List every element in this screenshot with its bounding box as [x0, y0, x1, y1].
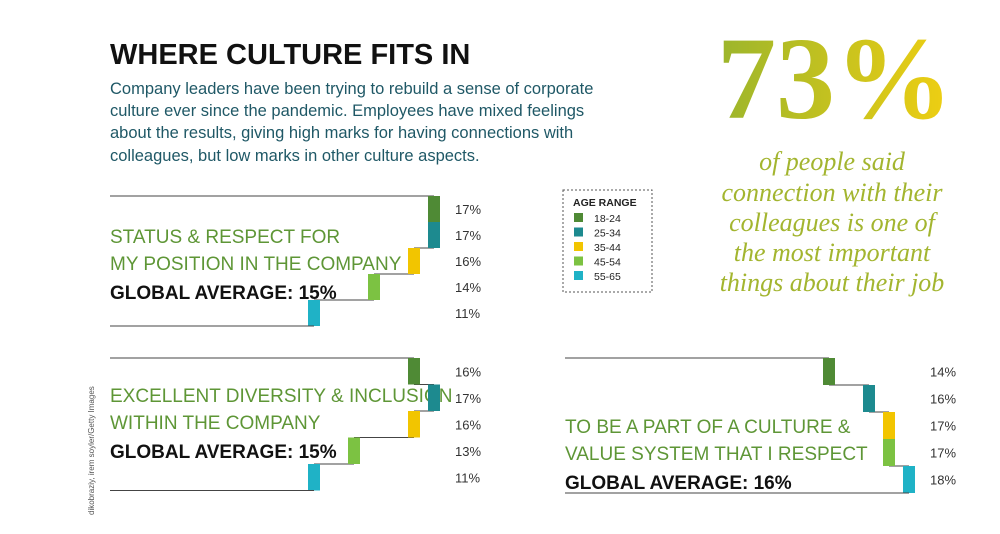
step-bar — [428, 196, 440, 222]
value-label: 13% — [455, 444, 481, 459]
global-average: GLOBAL AVERAGE: 16% — [565, 473, 792, 494]
global-average: GLOBAL AVERAGE: 15% — [110, 442, 337, 463]
value-label: 17% — [455, 228, 481, 243]
stat-line: connection with their — [722, 178, 944, 207]
legend-swatch — [574, 213, 583, 222]
step-bar — [883, 412, 895, 439]
legend-label: 55-65 — [594, 271, 621, 283]
chart-title: STATUS & RESPECT FOR — [110, 227, 340, 248]
legend-label: 35-44 — [594, 242, 621, 254]
value-label: 14% — [930, 365, 956, 380]
intro-line: Company leaders have been trying to rebu… — [110, 80, 593, 98]
chart-title: EXCELLENT DIVERSITY & INCLUSION — [110, 386, 452, 407]
value-label: 14% — [455, 280, 481, 295]
big-stat: 73% — [717, 13, 953, 144]
legend-title: AGE RANGE — [573, 197, 637, 209]
step-bar — [863, 385, 875, 412]
stat-line: things about their job — [720, 268, 945, 297]
value-label: 17% — [930, 419, 956, 434]
global-average: GLOBAL AVERAGE: 15% — [110, 283, 337, 304]
value-label: 18% — [930, 473, 956, 488]
headline: WHERE CULTURE FITS IN — [110, 39, 470, 71]
legend-box — [562, 189, 653, 293]
legend-swatch — [574, 242, 583, 251]
stat-line: the most important — [734, 238, 931, 267]
value-label: 17% — [455, 202, 481, 217]
value-label: 16% — [455, 364, 481, 379]
legend-swatch — [574, 256, 583, 266]
legend-label: 25-34 — [594, 228, 621, 240]
value-label: 16% — [455, 254, 481, 269]
chart-title: WITHIN THE COMPANY — [110, 413, 321, 434]
step-bar — [428, 384, 440, 411]
value-label: 16% — [930, 392, 956, 407]
legend-label: 18-24 — [594, 213, 621, 225]
step-bar — [428, 222, 440, 248]
legend-label: 45-54 — [594, 257, 621, 269]
photo-credit: dikobraziy, irem soyler/Getty Images — [87, 386, 96, 515]
step-bar — [368, 274, 380, 300]
step-bar — [308, 300, 320, 326]
step-bar — [823, 358, 835, 385]
chart-title: TO BE A PART OF A CULTURE & — [565, 417, 851, 438]
chart-title: VALUE SYSTEM THAT I RESPECT — [565, 444, 868, 465]
value-label: 16% — [455, 417, 481, 432]
value-label: 11% — [455, 470, 480, 485]
stat-line: of people said — [759, 147, 906, 176]
value-label: 17% — [455, 391, 481, 406]
stat-line: colleagues is one of — [729, 208, 939, 237]
intro-line: culture ever since the pandemic. Employe… — [110, 102, 584, 120]
legend-swatch — [574, 227, 583, 237]
step-bar — [408, 358, 420, 385]
step-bar — [408, 411, 420, 438]
intro-line: about the results, giving high marks for… — [110, 124, 573, 142]
value-label: 17% — [930, 446, 956, 461]
step-bar — [883, 439, 895, 466]
intro-line: colleagues, but low marks in other cultu… — [110, 147, 480, 165]
step-bar — [308, 464, 320, 491]
chart-title: MY POSITION IN THE COMPANY — [110, 254, 402, 275]
step-bar — [408, 248, 420, 274]
step-bar — [348, 437, 360, 464]
step-bar — [903, 466, 915, 493]
legend-swatch — [574, 271, 583, 280]
value-label: 11% — [455, 306, 480, 321]
